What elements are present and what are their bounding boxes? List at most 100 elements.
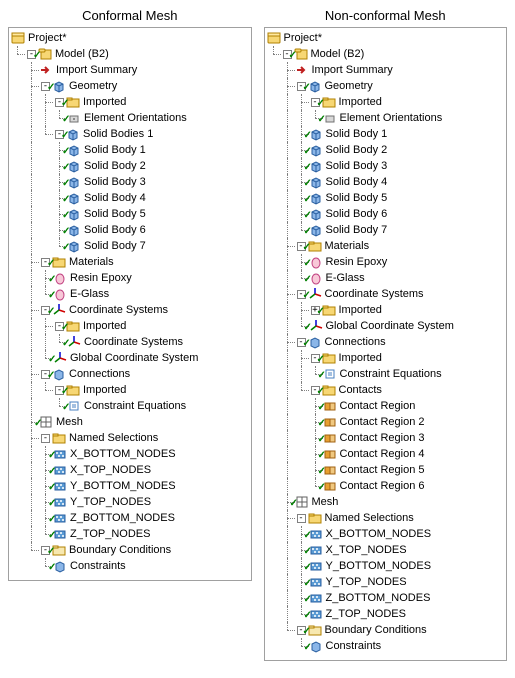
node-coord[interactable]: - ✓ Coordinate Systems — [11, 302, 247, 318]
solid-body-label: Solid Body 1 — [325, 126, 388, 142]
node-bc[interactable]: - ✓ Boundary Conditions — [11, 542, 247, 558]
node-model[interactable]: - ✓ Model (B2) — [267, 46, 503, 62]
node-solid-body[interactable]: ✓Solid Body 4 — [11, 190, 247, 206]
node-solid-body[interactable]: ✓Solid Body 7 — [267, 222, 503, 238]
node-elem-orient[interactable]: ✓ Element Orientations — [11, 110, 247, 126]
node-model[interactable]: - ✓ Model (B2) — [11, 46, 247, 62]
node-coord-item[interactable]: ✓ Coordinate Systems — [11, 334, 247, 350]
node-mesh[interactable]: ✓ Mesh — [267, 494, 503, 510]
node-conn-imported[interactable]: - ✓ Imported — [267, 350, 503, 366]
expander[interactable]: - — [311, 98, 320, 107]
node-contact-region[interactable]: ✓Contact Region — [267, 398, 503, 414]
node-contact-region[interactable]: ✓Contact Region 6 — [267, 478, 503, 494]
node-solid-body[interactable]: ✓Solid Body 2 — [11, 158, 247, 174]
node-contact-region[interactable]: ✓Contact Region 4 — [267, 446, 503, 462]
node-named-sel[interactable]: - Named Selections — [11, 430, 247, 446]
node-eglass[interactable]: ✓ E-Glass — [267, 270, 503, 286]
nodes-icon: ✓ — [53, 463, 67, 477]
node-solid-body[interactable]: ✓Solid Body 1 — [267, 126, 503, 142]
node-contacts[interactable]: - ✓ Contacts — [267, 382, 503, 398]
node-global-coord[interactable]: ✓ Global Coordinate System — [267, 318, 503, 334]
node-resin[interactable]: ✓ Resin Epoxy — [11, 270, 247, 286]
node-named-selection[interactable]: ✓Y_BOTTOM_NODES — [11, 478, 247, 494]
node-named-selection[interactable]: ✓X_TOP_NODES — [11, 462, 247, 478]
node-resin[interactable]: ✓ Resin Epoxy — [267, 254, 503, 270]
node-named-selection[interactable]: ✓X_BOTTOM_NODES — [267, 526, 503, 542]
node-bc[interactable]: - ✓ Boundary Conditions — [267, 622, 503, 638]
expander[interactable]: - — [283, 50, 292, 59]
expander[interactable]: - — [297, 514, 306, 523]
node-named-selection[interactable]: ✓X_TOP_NODES — [267, 542, 503, 558]
expander[interactable]: - — [297, 242, 306, 251]
expander[interactable]: - — [55, 130, 64, 139]
node-connections[interactable]: - ✓ Connections — [267, 334, 503, 350]
expander[interactable]: - — [311, 386, 320, 395]
node-solid-body[interactable]: ✓Solid Body 7 — [11, 238, 247, 254]
node-constraint-eq[interactable]: ✓ Constraint Equations — [11, 398, 247, 414]
cube-icon: ✓ — [67, 239, 81, 253]
node-constraint-eq[interactable]: ✓ Constraint Equations — [267, 366, 503, 382]
node-named-selection[interactable]: ✓Y_BOTTOM_NODES — [267, 558, 503, 574]
node-solid-body[interactable]: ✓Solid Body 6 — [11, 222, 247, 238]
expander[interactable]: + — [311, 306, 320, 315]
named-selection-label: Z_BOTTOM_NODES — [69, 510, 175, 526]
node-solid-body[interactable]: ✓Solid Body 5 — [11, 206, 247, 222]
node-elem-orient[interactable]: ✓ Element Orientations — [267, 110, 503, 126]
node-coord-imported[interactable]: - ✓ Imported — [11, 318, 247, 334]
node-solid-body[interactable]: ✓Solid Body 5 — [267, 190, 503, 206]
expander[interactable]: - — [27, 50, 36, 59]
expander[interactable]: - — [55, 386, 64, 395]
node-connections[interactable]: - ✓ Connections — [11, 366, 247, 382]
node-geom-imported[interactable]: - ✓ Imported — [267, 94, 503, 110]
node-geometry[interactable]: - ✓ Geometry — [267, 78, 503, 94]
node-contact-region[interactable]: ✓Contact Region 2 — [267, 414, 503, 430]
expander[interactable]: - — [297, 290, 306, 299]
node-constraints[interactable]: ✓ Constraints — [267, 638, 503, 654]
expander[interactable]: - — [311, 354, 320, 363]
node-materials[interactable]: - ✓ Materials — [267, 238, 503, 254]
node-named-selection[interactable]: ✓Y_TOP_NODES — [11, 494, 247, 510]
node-contact-region[interactable]: ✓Contact Region 3 — [267, 430, 503, 446]
node-solid-body[interactable]: ✓Solid Body 3 — [267, 158, 503, 174]
node-named-selection[interactable]: ✓Z_TOP_NODES — [11, 526, 247, 542]
expander[interactable]: - — [55, 322, 64, 331]
node-named-selection[interactable]: ✓Z_TOP_NODES — [267, 606, 503, 622]
node-import-summary[interactable]: Import Summary — [11, 62, 247, 78]
node-materials[interactable]: - ✓ Materials — [11, 254, 247, 270]
expander[interactable]: - — [297, 82, 306, 91]
node-coord-imported[interactable]: + ✓ Imported — [267, 302, 503, 318]
node-global-coord[interactable]: ✓ Global Coordinate System — [11, 350, 247, 366]
node-named-selection[interactable]: ✓Z_BOTTOM_NODES — [11, 510, 247, 526]
node-solid-body[interactable]: ✓Solid Body 2 — [267, 142, 503, 158]
node-geom-imported[interactable]: - ✓ Imported — [11, 94, 247, 110]
named-selection-label: Y_BOTTOM_NODES — [69, 478, 176, 494]
node-solid-body[interactable]: ✓Solid Body 1 — [11, 142, 247, 158]
node-named-sel[interactable]: - Named Selections — [267, 510, 503, 526]
node-import-summary[interactable]: Import Summary — [267, 62, 503, 78]
expander[interactable]: - — [55, 98, 64, 107]
expander[interactable]: - — [41, 370, 50, 379]
node-solid-body[interactable]: ✓Solid Body 4 — [267, 174, 503, 190]
node-named-selection[interactable]: ✓X_BOTTOM_NODES — [11, 446, 247, 462]
node-solid-body[interactable]: ✓Solid Body 3 — [11, 174, 247, 190]
expander[interactable]: - — [41, 306, 50, 315]
node-mesh[interactable]: ✓ Mesh — [11, 414, 247, 430]
expander[interactable]: - — [41, 258, 50, 267]
expander[interactable]: - — [41, 434, 50, 443]
node-contact-region[interactable]: ✓Contact Region 5 — [267, 462, 503, 478]
node-solid-bodies[interactable]: - ✓ Solid Bodies 1 — [11, 126, 247, 142]
node-geometry[interactable]: - ✓ Geometry — [11, 78, 247, 94]
node-eglass[interactable]: ✓ E-Glass — [11, 286, 247, 302]
expander[interactable]: - — [297, 626, 306, 635]
node-solid-body[interactable]: ✓Solid Body 6 — [267, 206, 503, 222]
node-named-selection[interactable]: ✓Z_BOTTOM_NODES — [267, 590, 503, 606]
node-project[interactable]: Project* — [267, 30, 503, 46]
node-conn-imported[interactable]: - ✓ Imported — [11, 382, 247, 398]
expander[interactable]: - — [41, 82, 50, 91]
node-constraints[interactable]: ✓ Constraints — [11, 558, 247, 574]
expander[interactable]: - — [297, 338, 306, 347]
node-coord[interactable]: - ✓ Coordinate Systems — [267, 286, 503, 302]
node-project[interactable]: Project* — [11, 30, 247, 46]
node-named-selection[interactable]: ✓Y_TOP_NODES — [267, 574, 503, 590]
expander[interactable]: - — [41, 546, 50, 555]
